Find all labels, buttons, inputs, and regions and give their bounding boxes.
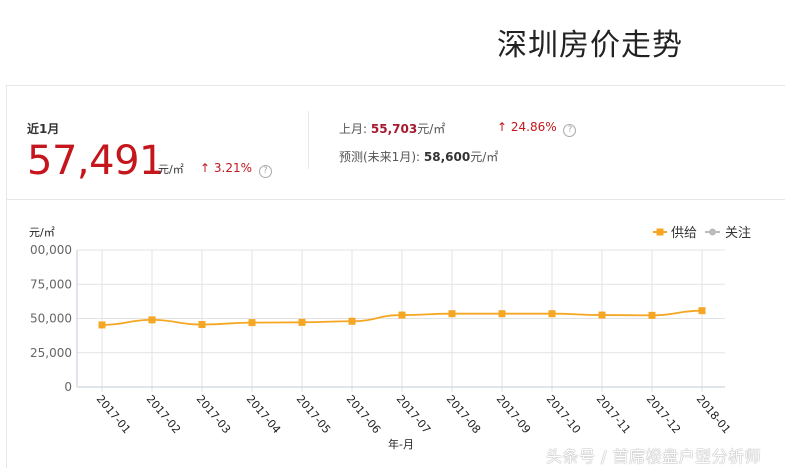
data-point-marker[interactable] <box>148 316 156 324</box>
help-icon[interactable]: ? <box>563 124 577 137</box>
x-tick-label: 2017-03 <box>194 393 234 437</box>
y-tick-label: 75,000 <box>30 277 72 291</box>
legend-supply-marker-icon <box>656 228 664 236</box>
y-tick-label: 50,000 <box>30 312 72 326</box>
x-tick-label: 2017-07 <box>394 393 434 437</box>
data-point-marker[interactable] <box>598 311 606 319</box>
recent-month-label: 近1月 <box>27 122 60 136</box>
x-tick-label: 2017-09 <box>494 393 534 437</box>
x-tick-label: 2017-11 <box>594 393 634 437</box>
x-tick-label: 2017-12 <box>644 393 684 437</box>
y-tick-label: 25,000 <box>30 346 72 360</box>
forecast-unit: 元/㎡ <box>470 150 499 164</box>
data-point-marker[interactable] <box>248 319 256 327</box>
data-point-marker[interactable] <box>348 317 356 325</box>
section-divider <box>7 199 785 200</box>
x-tick-label: 2017-02 <box>144 393 184 437</box>
y-tick-label: 00,000 <box>30 243 72 257</box>
price-trend-chart: 元/㎡ 0 25,000 50,000 75,000 00,000 2017-01 2017-… <box>0 216 785 468</box>
price-change: ↑ 3.21% ? <box>200 161 272 178</box>
legend-attention-label[interactable]: 关注 <box>725 226 751 241</box>
last-month-unit: 元/㎡ <box>417 122 446 136</box>
last-month-change-value: 24.86% <box>510 120 557 134</box>
data-point-marker[interactable] <box>398 311 406 319</box>
last-month-label: 上月: <box>339 122 368 136</box>
y-tick-label: 0 <box>64 380 72 394</box>
watermark: 头条号 / 首席楼盘户型分析师 <box>546 447 762 466</box>
arrow-up-icon: ↑ <box>200 161 211 175</box>
arrow-up-icon: ↑ <box>497 120 508 134</box>
data-point-marker[interactable] <box>648 311 656 319</box>
last-month-price: 55,703 <box>370 122 418 136</box>
x-tick-label: 2017-06 <box>344 393 384 437</box>
y-axis-label: 元/㎡ <box>29 226 55 239</box>
x-tick-label: 2018-01 <box>694 393 734 437</box>
data-point-marker[interactable] <box>448 310 456 318</box>
x-tick-label: 2017-08 <box>444 393 484 437</box>
change-value: 3.21% <box>213 161 253 175</box>
page-title: 深圳房价走势 <box>497 28 683 63</box>
x-tick-label: 2017-01 <box>94 393 134 437</box>
data-point-marker[interactable] <box>98 321 106 329</box>
price-card: 近1月 57,491 元/㎡ ↑ 3.21% ? 上月: 55,703元/㎡ ↑… <box>6 85 785 468</box>
chart-legend: 供给 关注 <box>653 226 751 241</box>
data-point-marker[interactable] <box>298 318 306 326</box>
last-month-row: 上月: 55,703元/㎡ <box>339 120 445 137</box>
last-month-change: ↑ 24.86% ? <box>497 120 577 137</box>
forecast-label: 预测(未来1月): <box>339 150 421 164</box>
data-point-marker[interactable] <box>698 307 706 315</box>
x-tick-label: 2017-05 <box>294 393 334 437</box>
price-unit: 元/㎡ <box>158 163 184 176</box>
current-price: 57,491 <box>27 138 164 184</box>
x-axis-label: 年-月 <box>388 437 414 451</box>
data-point-marker[interactable] <box>498 310 506 318</box>
help-icon[interactable]: ? <box>258 165 272 178</box>
forecast-price: 58,600 <box>423 150 471 164</box>
legend-supply-label[interactable]: 供给 <box>671 226 697 241</box>
x-tick-label: 2017-10 <box>544 393 584 437</box>
legend-attention-marker-icon <box>709 228 716 236</box>
data-point-marker[interactable] <box>198 321 206 329</box>
forecast-row: 预测(未来1月): 58,600元/㎡ <box>339 148 498 165</box>
x-tick-label: 2017-04 <box>244 393 284 437</box>
data-point-marker[interactable] <box>548 310 556 318</box>
vertical-divider <box>308 111 309 169</box>
